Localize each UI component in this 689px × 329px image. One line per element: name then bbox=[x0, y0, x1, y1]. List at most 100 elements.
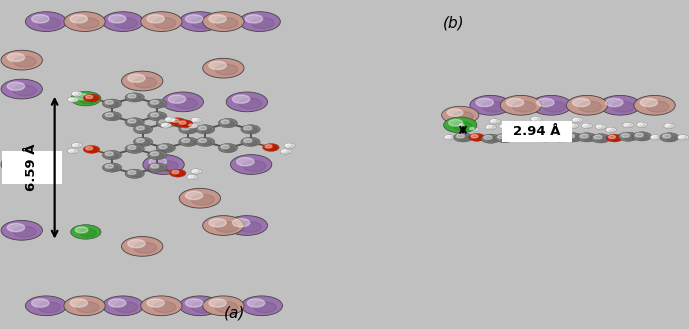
Circle shape bbox=[526, 122, 537, 128]
Circle shape bbox=[232, 95, 249, 103]
Circle shape bbox=[185, 299, 203, 307]
Circle shape bbox=[164, 124, 170, 127]
Circle shape bbox=[666, 124, 670, 126]
Circle shape bbox=[105, 113, 113, 117]
Circle shape bbox=[71, 143, 82, 148]
Circle shape bbox=[241, 137, 260, 146]
Circle shape bbox=[544, 125, 550, 128]
Circle shape bbox=[64, 12, 105, 32]
Circle shape bbox=[178, 137, 198, 146]
Circle shape bbox=[583, 136, 594, 140]
Circle shape bbox=[282, 150, 287, 152]
Circle shape bbox=[241, 125, 260, 134]
Circle shape bbox=[482, 101, 505, 112]
Circle shape bbox=[108, 166, 119, 171]
Circle shape bbox=[149, 158, 167, 166]
Circle shape bbox=[74, 93, 81, 96]
Circle shape bbox=[131, 120, 141, 126]
Text: (a): (a) bbox=[223, 305, 245, 320]
Circle shape bbox=[585, 125, 590, 128]
Circle shape bbox=[115, 302, 138, 313]
Circle shape bbox=[194, 119, 200, 122]
Circle shape bbox=[162, 124, 167, 126]
Circle shape bbox=[453, 112, 473, 121]
Circle shape bbox=[634, 95, 675, 115]
Circle shape bbox=[265, 145, 272, 148]
Circle shape bbox=[162, 121, 172, 126]
Circle shape bbox=[121, 71, 163, 91]
Circle shape bbox=[573, 118, 578, 120]
Circle shape bbox=[131, 95, 141, 101]
Circle shape bbox=[555, 124, 560, 126]
Circle shape bbox=[134, 242, 156, 253]
Circle shape bbox=[606, 134, 623, 142]
Circle shape bbox=[103, 112, 122, 121]
Circle shape bbox=[190, 125, 196, 128]
Circle shape bbox=[666, 136, 676, 140]
Circle shape bbox=[542, 124, 546, 126]
Circle shape bbox=[663, 134, 670, 138]
Circle shape bbox=[85, 147, 93, 150]
Circle shape bbox=[599, 126, 604, 129]
Circle shape bbox=[159, 145, 167, 149]
Circle shape bbox=[659, 133, 679, 142]
Circle shape bbox=[241, 296, 282, 316]
Circle shape bbox=[635, 133, 644, 137]
Circle shape bbox=[192, 302, 214, 313]
Circle shape bbox=[230, 155, 271, 174]
Circle shape bbox=[134, 137, 153, 146]
Circle shape bbox=[619, 132, 638, 141]
Circle shape bbox=[8, 158, 25, 166]
Circle shape bbox=[74, 144, 81, 147]
Circle shape bbox=[187, 175, 198, 180]
Circle shape bbox=[514, 135, 519, 137]
Circle shape bbox=[540, 123, 551, 129]
Circle shape bbox=[557, 125, 563, 128]
Circle shape bbox=[485, 125, 496, 130]
Circle shape bbox=[238, 98, 261, 109]
Circle shape bbox=[103, 99, 122, 108]
Circle shape bbox=[1, 155, 43, 174]
Circle shape bbox=[489, 126, 495, 129]
Circle shape bbox=[638, 135, 648, 139]
Circle shape bbox=[128, 94, 136, 98]
Circle shape bbox=[198, 126, 207, 130]
Circle shape bbox=[569, 124, 574, 126]
Circle shape bbox=[218, 118, 238, 128]
Circle shape bbox=[174, 172, 183, 176]
Circle shape bbox=[528, 123, 533, 125]
Circle shape bbox=[1, 50, 43, 70]
Circle shape bbox=[583, 124, 588, 126]
Circle shape bbox=[470, 127, 474, 130]
Circle shape bbox=[134, 125, 153, 134]
Circle shape bbox=[209, 61, 226, 69]
Circle shape bbox=[566, 95, 608, 115]
Circle shape bbox=[83, 94, 100, 102]
Circle shape bbox=[182, 126, 189, 130]
Circle shape bbox=[131, 172, 141, 177]
Circle shape bbox=[181, 122, 191, 126]
Circle shape bbox=[251, 18, 274, 29]
Circle shape bbox=[500, 136, 511, 141]
Circle shape bbox=[147, 112, 167, 121]
Circle shape bbox=[232, 218, 249, 227]
Circle shape bbox=[191, 117, 202, 123]
Circle shape bbox=[73, 143, 78, 146]
Circle shape bbox=[76, 302, 99, 313]
Circle shape bbox=[650, 135, 661, 140]
Circle shape bbox=[566, 134, 575, 138]
Circle shape bbox=[71, 91, 82, 97]
Circle shape bbox=[108, 153, 119, 158]
Circle shape bbox=[179, 121, 186, 124]
Circle shape bbox=[247, 299, 265, 307]
Circle shape bbox=[71, 91, 101, 106]
Circle shape bbox=[209, 218, 226, 227]
Circle shape bbox=[14, 85, 37, 96]
Circle shape bbox=[134, 77, 156, 88]
Circle shape bbox=[531, 95, 572, 115]
Circle shape bbox=[83, 145, 100, 153]
Circle shape bbox=[32, 299, 49, 307]
Circle shape bbox=[189, 124, 193, 126]
Circle shape bbox=[105, 100, 113, 104]
Circle shape bbox=[1, 220, 43, 240]
